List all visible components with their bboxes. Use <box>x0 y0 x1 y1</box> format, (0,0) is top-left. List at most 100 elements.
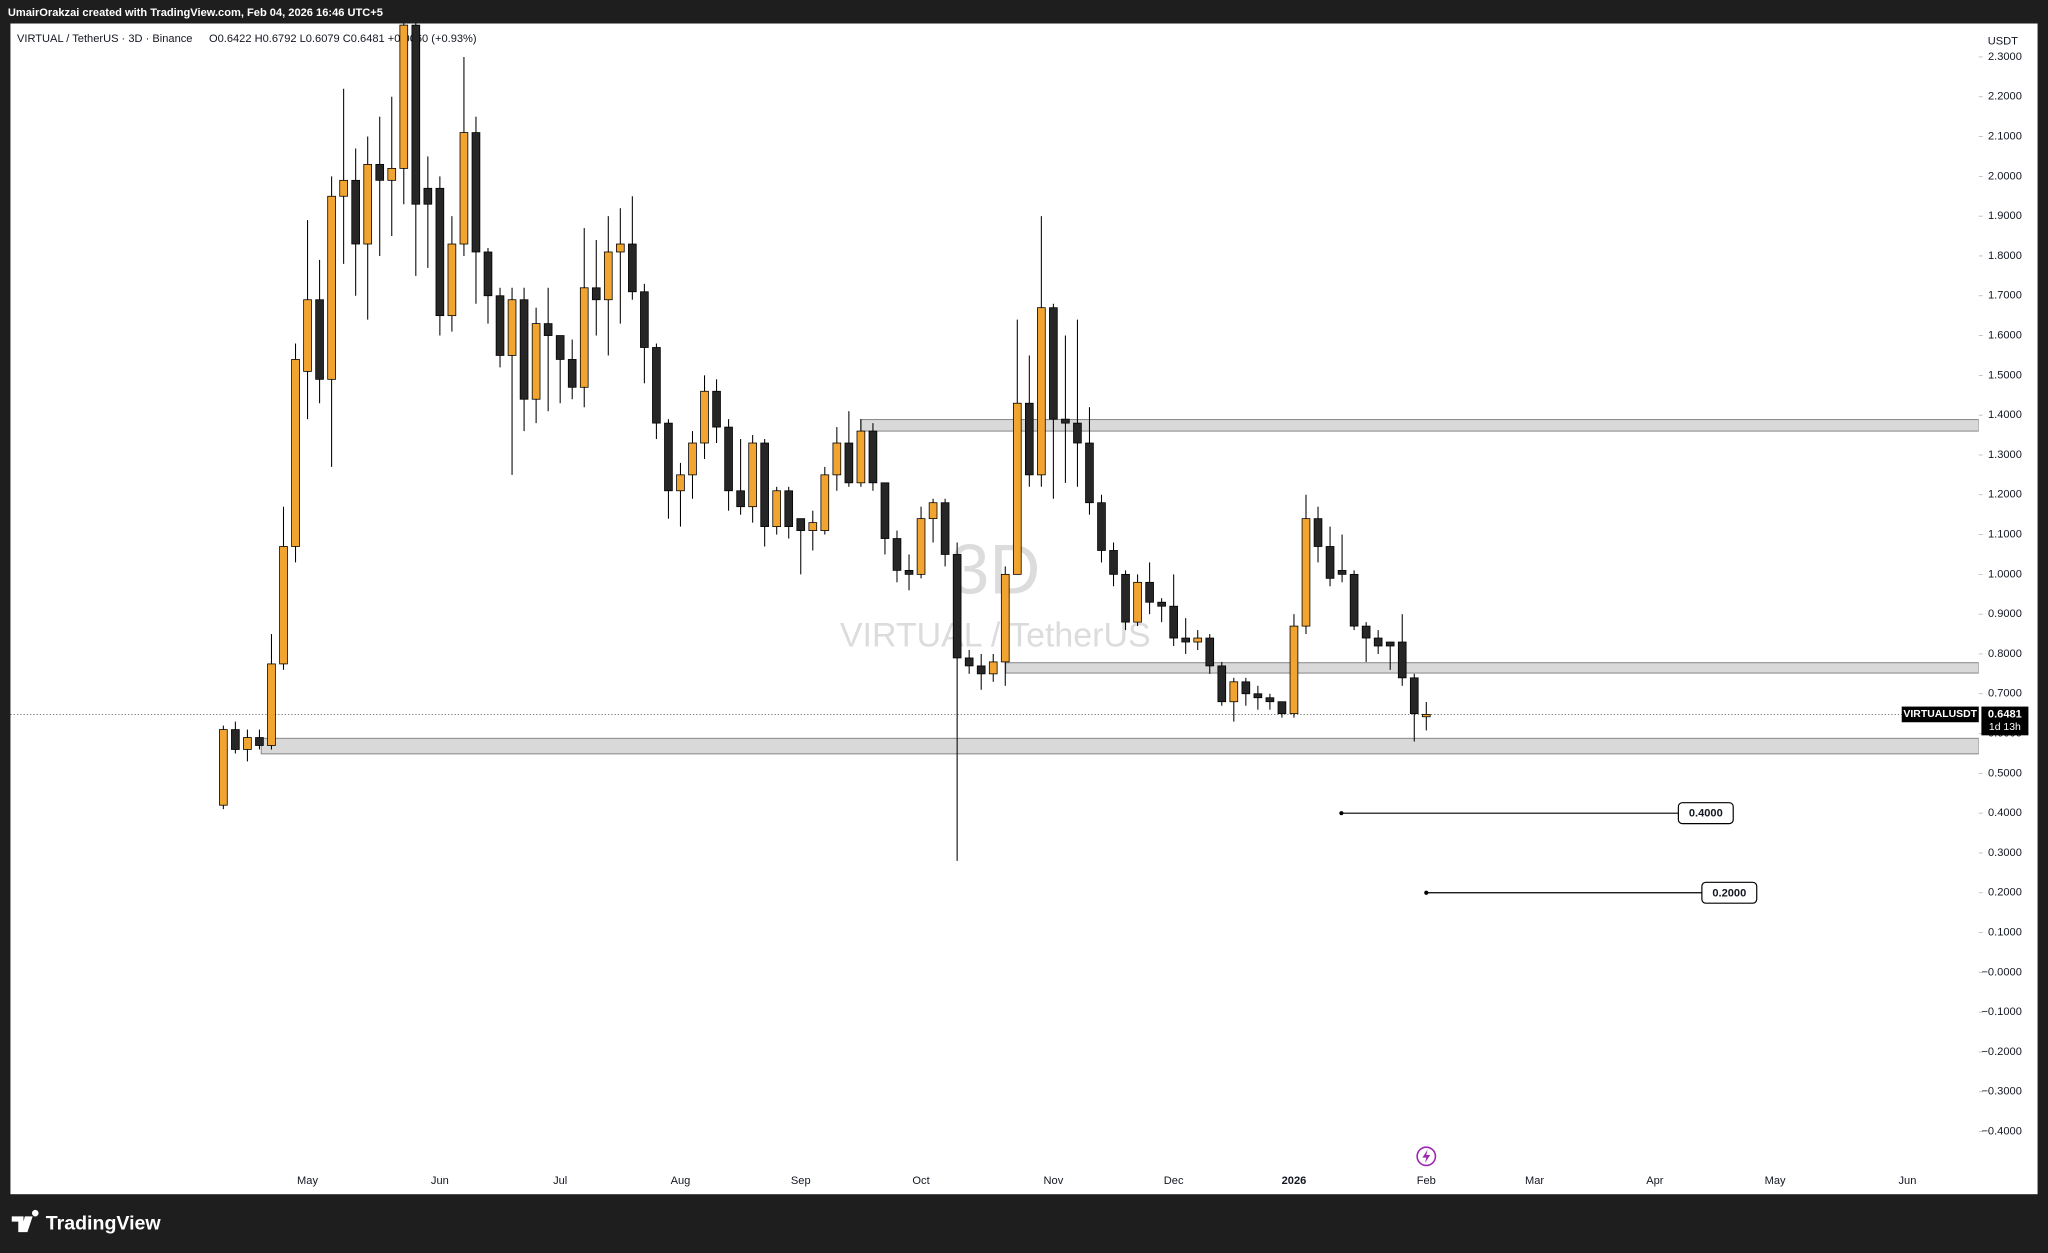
candle-body <box>880 482 890 539</box>
y-tick-label: 1.0000 <box>1988 568 2022 580</box>
candle-body <box>363 164 373 245</box>
y-tick-label: −0.2000 <box>1981 1046 2021 1058</box>
candle-body <box>519 299 529 400</box>
candle-body <box>231 729 240 750</box>
candle-body <box>603 251 613 301</box>
alert-circle[interactable] <box>1416 1146 1437 1167</box>
y-tick-label: 1.2000 <box>1988 489 2022 501</box>
candle-body <box>712 390 721 428</box>
zone <box>260 737 1979 755</box>
candle-body <box>1061 418 1070 424</box>
candle-body <box>483 251 493 297</box>
alert-icon[interactable] <box>1416 1146 1437 1167</box>
y-tick-label: 1.6000 <box>1988 329 2022 341</box>
candle-body <box>1265 697 1275 703</box>
y-tick-label: 0.5000 <box>1988 767 2022 779</box>
candle-body <box>772 490 782 527</box>
credit: UmairOrakzai created with TradingView.co… <box>8 7 383 19</box>
price-line-label-box <box>1701 881 1758 904</box>
candle-body <box>279 546 288 665</box>
candle-body <box>387 168 397 181</box>
chart-area <box>10 23 2038 1195</box>
x-tick-label: Feb <box>1417 1175 1436 1187</box>
candle-body <box>1085 442 1094 504</box>
candle-body <box>531 323 541 400</box>
candle-body <box>243 737 252 750</box>
candle-body <box>1037 307 1046 476</box>
x-tick-label: Jun <box>1899 1175 1917 1187</box>
x-tick-label: Jun <box>431 1175 449 1187</box>
x-tick-label: Aug <box>671 1175 691 1187</box>
candle-body <box>616 243 625 253</box>
candle-body <box>1229 681 1239 703</box>
candle-body <box>1145 581 1154 603</box>
y-tick-label: 2.0000 <box>1988 170 2022 182</box>
price-line-anchor <box>1339 811 1344 816</box>
candle-body <box>1000 573 1010 663</box>
y-tick-label: −0.1000 <box>1981 1006 2021 1018</box>
candle-body <box>1193 637 1203 643</box>
candle-body <box>1385 641 1395 647</box>
logo-mark[interactable] <box>11 1209 39 1233</box>
candle-body <box>1253 693 1263 699</box>
candle-body <box>700 390 709 444</box>
y-tick-label: 1.5000 <box>1988 369 2022 381</box>
candle-body <box>1241 681 1251 695</box>
candle-body <box>832 442 842 476</box>
y-tick-label: 0.1000 <box>1988 927 2022 939</box>
candle-body <box>964 657 974 667</box>
candle-body <box>916 518 926 575</box>
symbol: VIRTUAL / TetherUS · 3D · Binance <box>17 33 193 45</box>
candle-body <box>796 518 806 531</box>
candle-body <box>399 24 409 169</box>
x-tick-label: May <box>297 1175 318 1187</box>
y-tick-label: 2.1000 <box>1988 130 2022 142</box>
y-tick-label: 0.3000 <box>1988 847 2022 859</box>
watermark-name: VIRTUAL / TetherUS <box>840 617 1151 655</box>
candle-body <box>1169 605 1178 639</box>
candle-body <box>1301 518 1311 627</box>
y-tick-label: 1.3000 <box>1988 449 2022 461</box>
candle-body <box>423 187 433 205</box>
price-line-anchor <box>1424 890 1429 895</box>
y-tick-label: 0.7000 <box>1988 688 2022 700</box>
candle-body <box>1397 641 1407 679</box>
candle-body <box>1012 402 1022 575</box>
candle-body <box>315 299 324 380</box>
candle-body <box>808 522 818 531</box>
candle-body <box>976 665 986 675</box>
candle-body <box>1349 573 1359 627</box>
candle-body <box>543 323 553 336</box>
candle-body <box>928 502 938 520</box>
candle-body <box>988 661 998 675</box>
candle-body <box>219 729 228 806</box>
y-tick-label: −0.0000 <box>1981 966 2021 978</box>
candle-body <box>567 359 577 388</box>
candle-body <box>579 287 589 388</box>
x-tick-label: 2026 <box>1282 1175 1307 1187</box>
alert-bolt[interactable] <box>1422 1149 1431 1163</box>
ohlc: O0.6422 H0.6792 L0.6079 C0.6481 +0.0060 … <box>209 33 477 45</box>
candle-body <box>664 422 673 492</box>
candle-body <box>1073 422 1082 444</box>
y-tick-label: 1.8000 <box>1988 250 2022 262</box>
y-tick-label: 0.2000 <box>1988 887 2022 899</box>
candle-body <box>844 442 854 484</box>
candle-body <box>435 187 445 317</box>
x-tick-label: Oct <box>912 1175 929 1187</box>
candle-body <box>1049 307 1058 420</box>
candle-body <box>471 132 481 253</box>
y-tick-label: 1.7000 <box>1988 290 2022 302</box>
last-price-box <box>1981 706 2029 736</box>
y-tick-label: −0.3000 <box>1981 1086 2021 1098</box>
candle-body <box>339 179 348 197</box>
candle-body <box>555 335 565 360</box>
brand-name[interactable]: TradingView <box>46 1212 162 1234</box>
candle-body <box>1337 569 1347 575</box>
candle-body <box>868 430 878 484</box>
x-tick-label: Nov <box>1044 1175 1064 1187</box>
candle-body <box>327 195 336 380</box>
candle-body <box>255 737 264 746</box>
brand-logo[interactable]: TradingView <box>11 1209 162 1235</box>
